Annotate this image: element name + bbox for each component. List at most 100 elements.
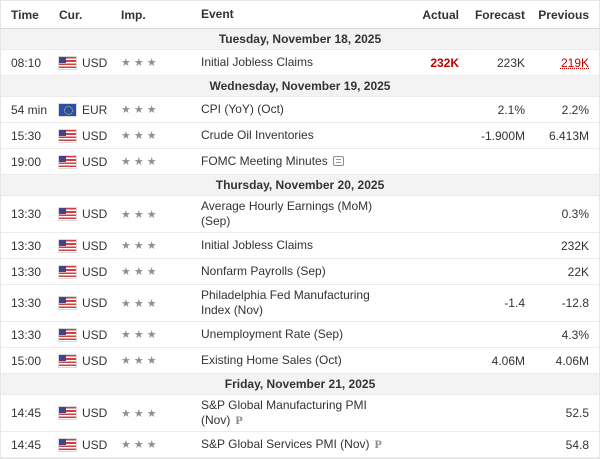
previous-value: -12.8 <box>561 296 589 310</box>
currency-cell: USD <box>59 438 121 452</box>
us-flag-icon <box>59 297 76 309</box>
us-flag-icon <box>59 438 76 451</box>
previous-value: 0.3% <box>561 207 589 221</box>
event-name[interactable]: S&P Global Services PMI (Nov) <box>201 437 370 451</box>
currency-cell: USD <box>59 129 121 143</box>
column-header-actual: Actual <box>422 7 459 22</box>
section-date: Wednesday, November 19, 2025 <box>209 79 391 93</box>
report-icon[interactable] <box>332 156 344 166</box>
date-section-row: Wednesday, November 19, 2025 <box>1 76 599 97</box>
actual-value: 232K <box>430 55 459 70</box>
preliminary-icon: P <box>374 437 382 451</box>
column-header-importance: Imp. <box>121 7 146 22</box>
previous-value: 219K <box>560 55 589 70</box>
currency-code: USD <box>82 154 108 169</box>
event-cell: Unemployment Rate (Sep) <box>201 327 403 342</box>
previous-value: 54.8 <box>565 437 589 452</box>
event-row: 13:30 USD ★★★ Philadelphia Fed Manufacturin… <box>1 285 599 322</box>
previous-value: 2.2% <box>561 102 589 117</box>
event-cell: Average Hourly Earnings (MoM) (Sep) <box>201 199 403 229</box>
currency-cell: USD <box>59 328 121 342</box>
importance-stars: ★★★ <box>121 329 160 341</box>
currency-code: USD <box>82 327 108 342</box>
currency-cell: USD <box>59 265 121 279</box>
section-date: Tuesday, November 18, 2025 <box>218 32 382 46</box>
event-name[interactable]: Average Hourly Earnings (MoM) (Sep) <box>201 199 373 228</box>
event-time: 54 min <box>11 102 48 117</box>
event-row: 13:30 USD ★★★ Initial Jobless Claims 232K <box>1 233 599 259</box>
previous-value: 52.5 <box>565 406 589 420</box>
us-flag-icon <box>59 129 76 142</box>
importance-stars: ★★★ <box>121 355 160 367</box>
importance-stars: ★★★ <box>121 407 160 420</box>
event-cell: Existing Home Sales (Oct) <box>201 353 403 368</box>
date-section-row: Tuesday, November 18, 2025 <box>1 29 599 50</box>
importance-stars: ★★★ <box>121 156 160 168</box>
forecast-value: -1.4 <box>504 296 525 310</box>
event-name[interactable]: Existing Home Sales (Oct) <box>201 353 342 367</box>
event-cell: Initial Jobless Claims <box>201 238 403 253</box>
date-section-row: Thursday, November 20, 2025 <box>1 175 599 196</box>
importance-stars: ★★★ <box>121 208 160 221</box>
importance-stars: ★★★ <box>121 240 160 252</box>
column-header-time: Time <box>11 7 39 22</box>
event-row: 54 min EUR ★★★ CPI (YoY) (Oct) 2.1% 2.2% <box>1 97 599 123</box>
section-date: Friday, November 21, 2025 <box>224 377 376 391</box>
column-header-forecast: Forecast <box>474 7 525 22</box>
us-flag-icon <box>59 155 76 168</box>
event-time: 08:10 <box>11 55 42 70</box>
currency-cell: USD <box>59 406 121 420</box>
event-name[interactable]: Crude Oil Inventories <box>201 128 314 142</box>
event-cell: Nonfarm Payrolls (Sep) <box>201 264 403 279</box>
event-time: 13:30 <box>11 238 42 253</box>
event-time: 14:45 <box>11 437 42 452</box>
event-cell: Initial Jobless Claims <box>201 55 403 70</box>
us-flag-icon <box>59 328 76 341</box>
currency-cell: USD <box>59 354 121 368</box>
us-flag-icon <box>59 265 76 278</box>
currency-cell: USD <box>59 296 121 310</box>
event-time: 14:45 <box>11 406 42 420</box>
event-cell: Crude Oil Inventories <box>201 128 403 143</box>
currency-cell: USD <box>59 239 121 253</box>
eu-flag-icon <box>59 103 76 116</box>
event-time: 13:30 <box>11 327 42 342</box>
currency-code: USD <box>82 55 108 70</box>
importance-stars: ★★★ <box>121 439 160 451</box>
currency-cell: USD <box>59 56 121 70</box>
us-flag-icon <box>59 208 76 220</box>
currency-code: USD <box>82 353 108 368</box>
previous-value: 6.413M <box>548 128 589 143</box>
currency-code: USD <box>82 207 108 221</box>
event-name[interactable]: FOMC Meeting Minutes <box>201 154 328 168</box>
event-time: 19:00 <box>11 154 42 169</box>
event-row: 15:30 USD ★★★ Crude Oil Inventories -1.900M 6… <box>1 123 599 149</box>
us-flag-icon <box>59 239 76 252</box>
event-name[interactable]: S&P Global Manufacturing PMI (Nov) <box>201 398 367 427</box>
us-flag-icon <box>59 407 76 419</box>
event-cell: S&P Global Manufacturing PMI (Nov) P <box>201 398 403 428</box>
event-time: 13:30 <box>11 296 42 310</box>
event-name[interactable]: Philadelphia Fed Manufacturing Index (No… <box>201 288 370 317</box>
currency-code: USD <box>82 437 108 452</box>
event-name[interactable]: Nonfarm Payrolls (Sep) <box>201 264 326 278</box>
event-name[interactable]: Initial Jobless Claims <box>201 238 314 252</box>
us-flag-icon <box>59 56 76 69</box>
importance-stars: ★★★ <box>121 57 160 69</box>
event-cell: CPI (YoY) (Oct) <box>201 102 403 117</box>
forecast-value: 223K <box>496 55 525 70</box>
event-name[interactable]: Unemployment Rate (Sep) <box>201 327 344 341</box>
section-date: Thursday, November 20, 2025 <box>215 178 385 192</box>
previous-value: 4.06M <box>555 353 589 368</box>
table-header-row: Time Cur. Imp. Event Actual Forecast Pre… <box>1 1 599 29</box>
currency-code: USD <box>82 406 108 420</box>
currency-code: USD <box>82 238 108 253</box>
forecast-value: -1.900M <box>480 128 525 143</box>
importance-stars: ★★★ <box>121 104 160 116</box>
event-name[interactable]: Initial Jobless Claims <box>201 55 314 69</box>
date-section-row: Friday, November 21, 2025 <box>1 374 599 395</box>
event-name[interactable]: CPI (YoY) (Oct) <box>201 102 284 116</box>
column-header-previous: Previous <box>538 7 589 22</box>
event-time: 13:30 <box>11 264 42 279</box>
